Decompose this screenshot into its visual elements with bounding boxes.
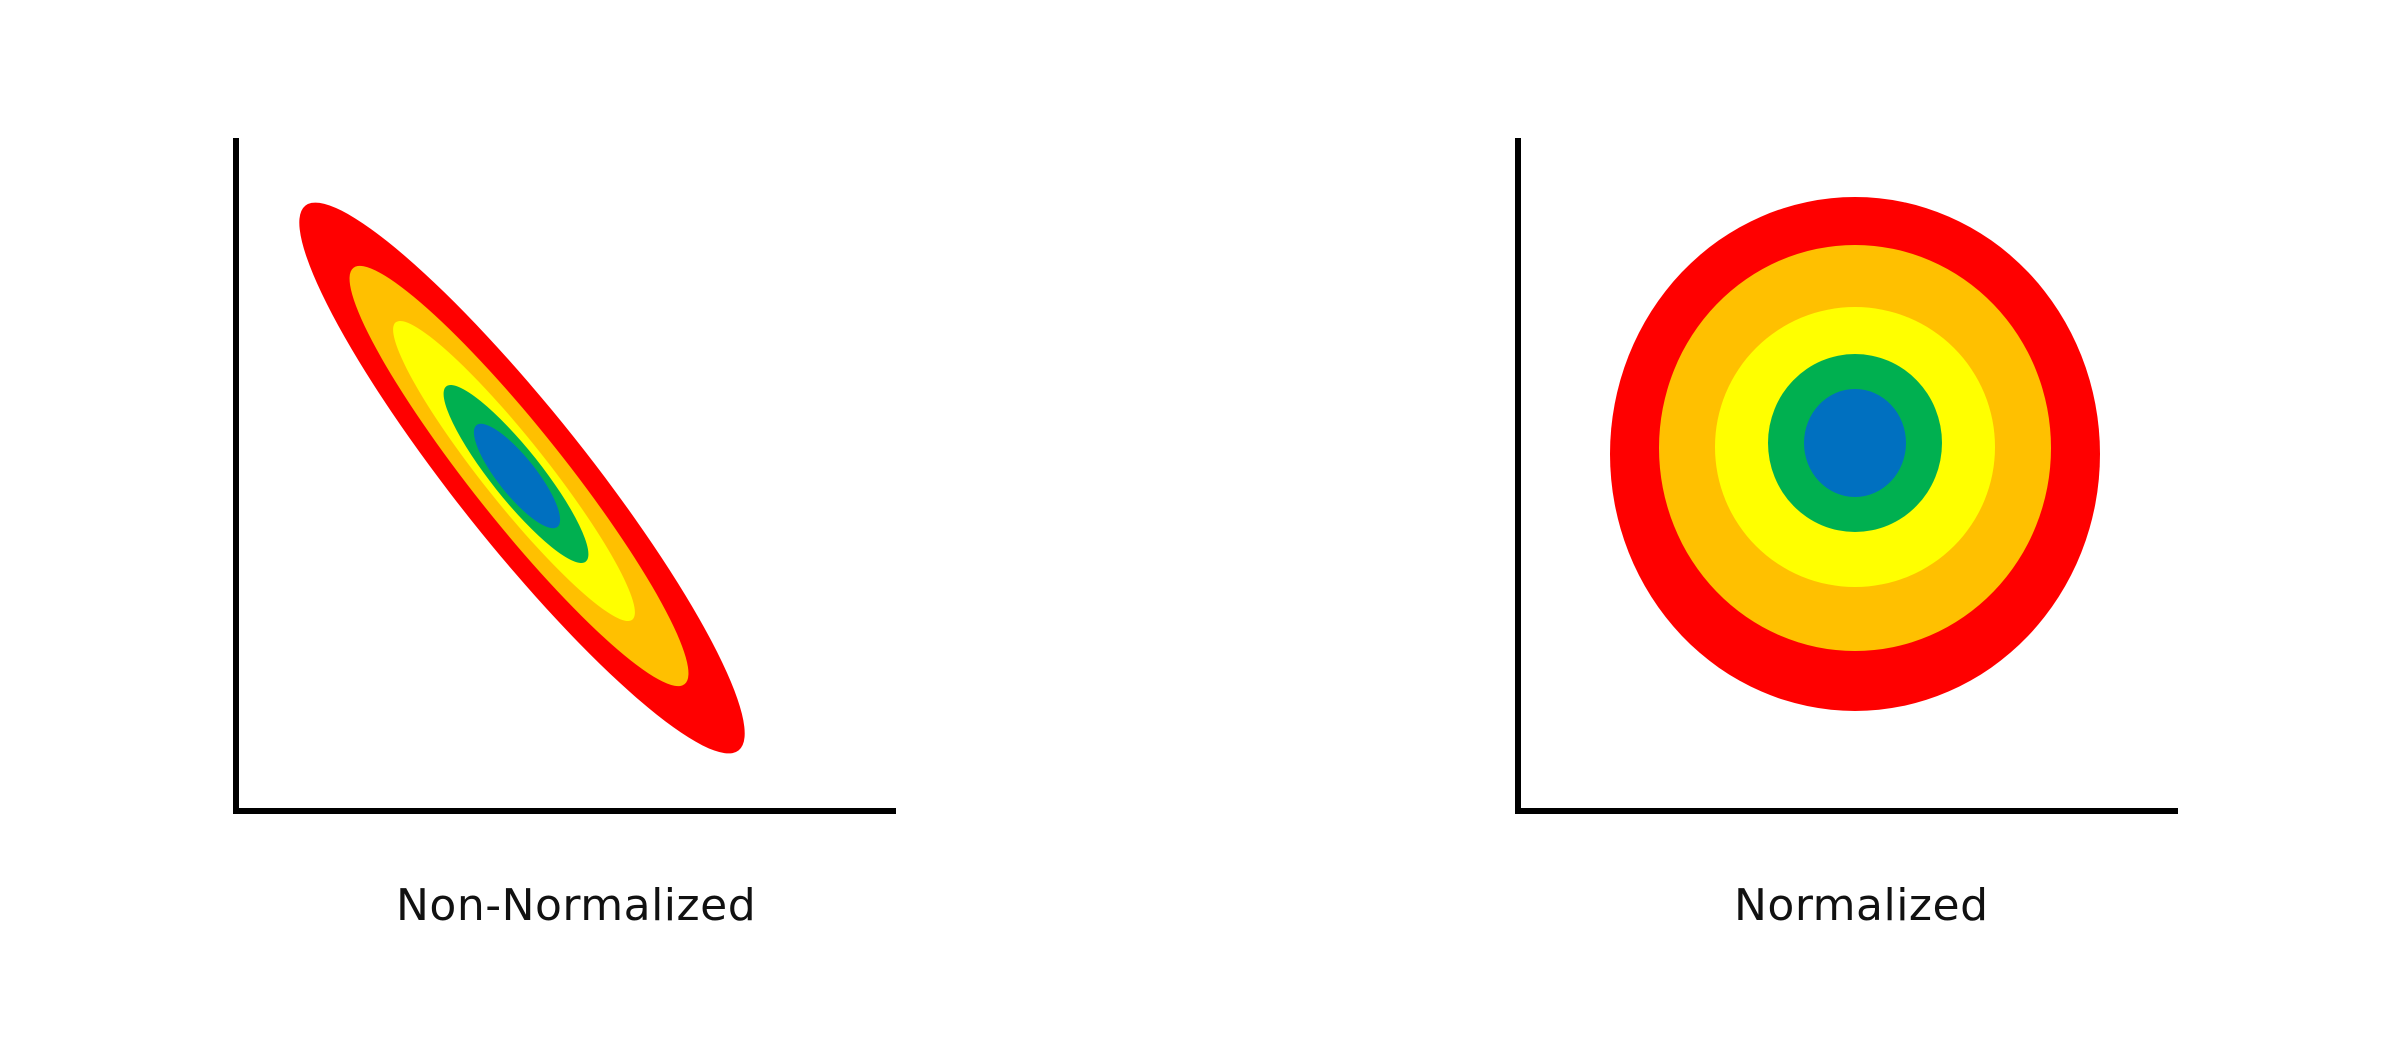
- normalized-plot: [1515, 138, 2178, 814]
- non-normalized-plot: [233, 138, 896, 814]
- contour-group: [1610, 197, 2100, 711]
- contour-level-5: [1804, 389, 1906, 497]
- contour-group: [299, 202, 745, 754]
- contour-level-5: [473, 423, 561, 529]
- normalized-panel: Normalized: [1280, 0, 2399, 1044]
- non-normalized-panel: Non-Normalized: [0, 0, 1140, 1044]
- normalized-caption: Normalized: [1734, 880, 1989, 931]
- non-normalized-caption: Non-Normalized: [396, 880, 757, 931]
